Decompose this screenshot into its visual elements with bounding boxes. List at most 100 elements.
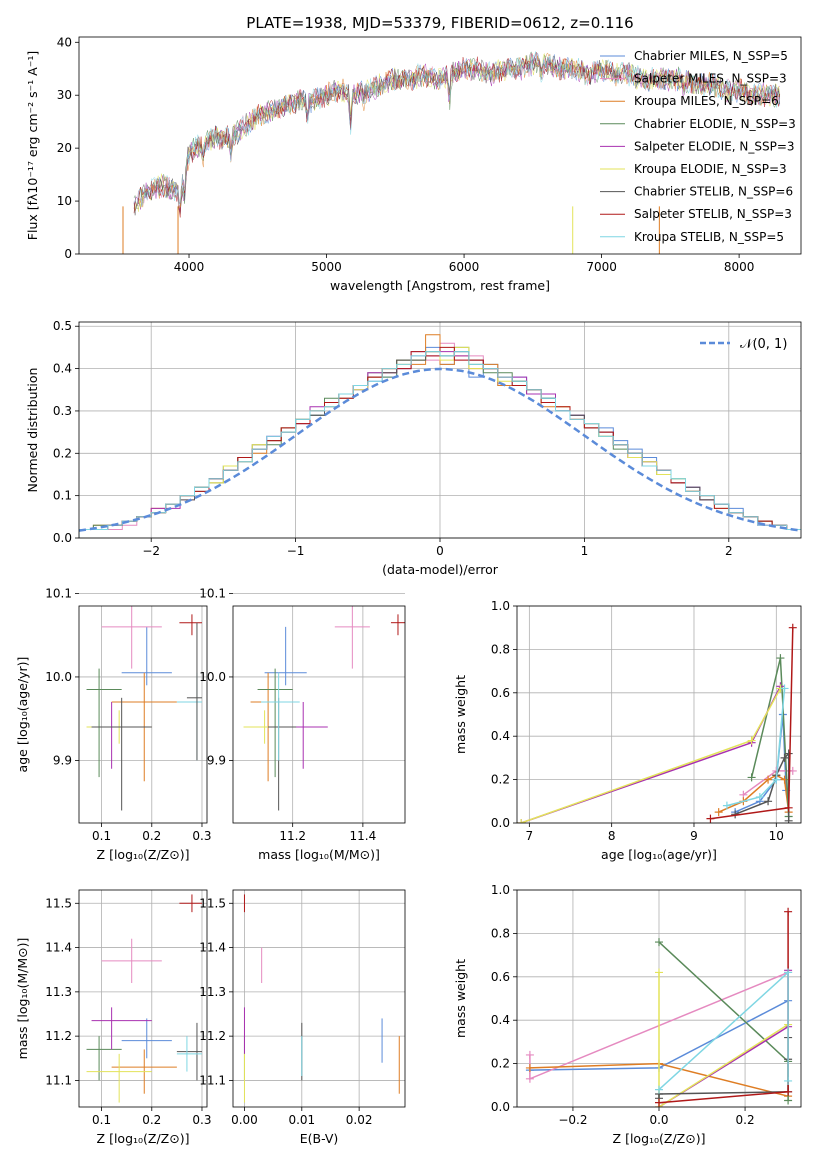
x-axis-label: Z [log₁₀(Z/Z⊙)] — [613, 1131, 706, 1146]
x-tick-label: 6000 — [449, 260, 480, 274]
weight-marker-salpeter-miles — [525, 1050, 534, 1059]
legend-label: Kroupa MILES, N_SSP=6 — [634, 94, 779, 108]
x-tick-label: 0.1 — [92, 1113, 111, 1127]
x-axis-label: (data-model)/error — [382, 562, 499, 577]
weight-marker-kroupa-stelib — [722, 801, 731, 810]
x-tick-label: 10 — [769, 829, 784, 843]
y-tick-label: 30 — [57, 88, 72, 102]
weight-line-kroupa-stelib — [658, 970, 789, 1091]
panel-8: −0.2 0.0 0.2 0.0 0.2 0.4 0.6 0.8 1.0 Z [log₁₀(Z/Z… — [453, 883, 802, 1146]
y-tick-label: 0.4 — [53, 362, 72, 376]
y-tick-label: 0.2 — [491, 1057, 510, 1071]
x-axis-label: mass [log₁₀(M/M⊙)] — [258, 847, 380, 862]
axes-frame — [78, 605, 208, 824]
weight-marker-kroupa-stelib — [780, 684, 789, 693]
weight-marker-kroupa-stelib — [755, 792, 764, 801]
y-tick-label: 11.4 — [199, 941, 226, 955]
y-tick-label: 0.2 — [53, 446, 72, 460]
y-tick-label: 0.1 — [53, 489, 72, 503]
plot-area — [243, 606, 405, 811]
y-tick-label: 11.1 — [199, 1073, 226, 1087]
x-tick-label: 0.1 — [92, 829, 111, 843]
histogram-kroupa-stelib — [79, 351, 801, 538]
panel-2: −2 −1 0 1 2 0.0 0.1 0.2 0.3 0.4 0.5 𝒩(0, 1) (data-mo… — [25, 319, 802, 577]
x-tick-label: 0.00 — [231, 1113, 258, 1127]
panel-6: 0.1 0.2 0.3 11.1 11.2 11.3 11.4 11.5 Z [log₁₀(Z/… — [15, 889, 212, 1146]
x-tick-label: 0.3 — [192, 829, 211, 843]
y-axis-label: mass [log₁₀(M/M⊙)] — [15, 938, 30, 1060]
y-tick-label: 1.0 — [491, 599, 510, 613]
y-tick-label: 0.6 — [491, 686, 510, 700]
x-tick-label: 7 — [526, 829, 534, 843]
spectrum-line-salpeter-stelib — [133, 52, 781, 218]
plot-area — [86, 894, 202, 1103]
x-tick-label: 4000 — [174, 260, 205, 274]
y-tick-label: 0.0 — [53, 531, 72, 545]
x-axis-label: wavelength [Angstrom, rest frame] — [330, 278, 550, 293]
y-tick-label: 0.8 — [491, 642, 510, 656]
weight-marker-salpeter-stelib — [784, 803, 793, 812]
spectrum-line-kroupa-elodie — [133, 52, 781, 212]
panel-3: 0.1 0.2 0.3 9.9 10.0 10.1 Z [log₁₀(Z/Z⊙)] age [… — [15, 586, 212, 862]
panel-5: 7 8 9 10 0.0 0.2 0.4 0.6 0.8 1.0 age [log₁₀(age/yr… — [453, 599, 802, 862]
y-axis-label: age [log₁₀(age/yr)] — [15, 657, 30, 773]
x-tick-label: 9 — [690, 829, 698, 843]
weight-marker-kroupa-stelib — [784, 968, 793, 977]
weight-marker-kroupa-miles — [525, 1063, 534, 1072]
y-tick-label: 20 — [57, 141, 72, 155]
x-tick-label: 5000 — [311, 260, 342, 274]
plot-area — [79, 334, 801, 538]
weight-marker-kroupa-miles — [764, 775, 773, 784]
x-axis-label: age [log₁₀(age/yr)] — [601, 847, 717, 862]
y-tick-label: 0.6 — [491, 970, 510, 984]
y-tick-label: 11.2 — [45, 1029, 72, 1043]
weight-line-salpeter-stelib — [658, 911, 789, 1104]
legend-label: Salpeter STELIB, N_SSP=3 — [634, 207, 792, 221]
axes-frame — [232, 605, 406, 824]
plot-area — [525, 907, 793, 1107]
x-tick-label: 2 — [725, 544, 733, 558]
y-tick-label: 0.3 — [53, 404, 72, 418]
x-tick-label: 0.3 — [192, 1113, 211, 1127]
weight-marker-kroupa-stelib — [784, 1076, 793, 1085]
axes-frame — [78, 889, 208, 1108]
axes-frame — [516, 605, 802, 824]
axes-frame — [232, 889, 406, 1108]
legend-label: Chabrier STELIB, N_SSP=6 — [634, 185, 793, 199]
y-tick-label: 0.2 — [491, 773, 510, 787]
y-tick-label: 0.4 — [491, 729, 510, 743]
y-tick-label: 10.1 — [199, 586, 226, 600]
weight-marker-salpeter-stelib — [706, 814, 715, 823]
panel-7: 0.00 0.01 0.02 11.1 11.2 11.3 11.4 11.5 E(B-V) — [199, 889, 406, 1146]
weight-marker-salpeter-stelib — [788, 623, 797, 632]
x-tick-label: 1 — [581, 544, 589, 558]
x-tick-label: 0.2 — [142, 829, 161, 843]
y-axis-label: mass weight — [453, 959, 468, 1038]
y-tick-label: 40 — [57, 35, 72, 49]
x-tick-label: 8 — [608, 829, 616, 843]
axes-frame — [78, 321, 802, 539]
x-axis-label: E(B-V) — [300, 1131, 339, 1146]
y-tick-label: 0.0 — [491, 1100, 510, 1114]
y-tick-label: 1.0 — [491, 883, 510, 897]
spectrum-line-kroupa-stelib — [133, 51, 781, 207]
weight-marker-chabrier-stelib — [780, 753, 789, 762]
weight-line-kroupa-stelib — [726, 688, 786, 807]
legend-label: Salpeter MILES, N_SSP=3 — [634, 72, 787, 86]
weight-marker-kroupa-elodie — [517, 819, 526, 823]
spectrum-line-chabrier-miles — [133, 52, 781, 211]
weight-line-chabrier-stelib — [734, 751, 790, 821]
y-tick-label: 11.3 — [45, 985, 72, 999]
y-tick-label: 0.0 — [491, 816, 510, 830]
y-tick-label: 10.1 — [45, 586, 72, 600]
weight-marker-salpeter-miles — [525, 1074, 534, 1083]
normal-curve — [79, 367, 801, 532]
y-tick-label: 10.0 — [199, 670, 226, 684]
x-tick-label: 7000 — [586, 260, 617, 274]
y-axis-label: Normed distribution — [25, 368, 40, 493]
y-tick-label: 9.9 — [53, 753, 72, 767]
y-tick-label: 11.2 — [199, 1029, 226, 1043]
x-tick-label: 0.0 — [649, 1113, 668, 1127]
weight-line-chabrier-elodie — [658, 941, 789, 1101]
x-tick-label: −1 — [287, 544, 305, 558]
